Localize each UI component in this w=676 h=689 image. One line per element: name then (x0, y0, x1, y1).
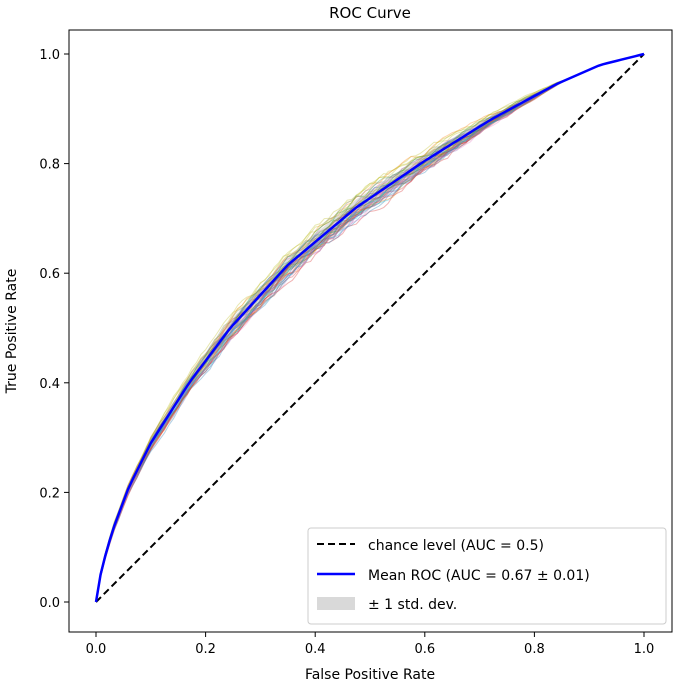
chance-level-line (95, 53, 645, 603)
y-tick-label: 0.8 (39, 158, 60, 173)
x-tick-label: 0.8 (524, 642, 545, 657)
y-ticks: 0.0 0.2 0.4 0.6 0.8 1.0 (39, 48, 69, 611)
fold-roc-curve (95, 53, 645, 601)
x-tick-label: 0.0 (86, 642, 107, 657)
x-tick-label: 0.2 (195, 642, 216, 657)
legend-mean-label: Mean ROC (AUC = 0.67 ± 0.01) (368, 568, 590, 584)
chart-title: ROC Curve (329, 4, 411, 22)
fold-roc-curve (95, 53, 645, 601)
series-layer (94, 52, 645, 603)
fold-roc-curve (95, 53, 645, 603)
y-tick-label: 0.6 (39, 267, 60, 282)
mean-roc-line (94, 52, 645, 603)
axes-frame (68, 29, 673, 633)
y-tick-label: 0.2 (39, 486, 60, 501)
fold-roc-curve (95, 53, 645, 603)
legend-chance-label: chance level (AUC = 0.5) (368, 538, 544, 554)
fold-roc-curve (95, 53, 645, 603)
x-tick-label: 0.4 (305, 642, 326, 657)
y-axis-label: True Positive Rate (4, 269, 20, 395)
x-tick-label: 0.6 (414, 642, 435, 657)
y-tick-label: 1.0 (39, 48, 60, 63)
legend-box (307, 527, 667, 625)
fold-roc-curve (95, 53, 645, 601)
legend-band-label: ± 1 std. dev. (368, 597, 457, 613)
x-ticks: 0.0 0.2 0.4 0.6 0.8 1.0 (86, 632, 655, 657)
y-tick-label: 0.0 (39, 596, 60, 611)
x-axis-label: False Positive Rate (305, 667, 435, 683)
x-tick-label: 1.0 (634, 642, 655, 657)
legend: chance level (AUC = 0.5) Mean ROC (AUC =… (307, 527, 667, 625)
y-tick-label: 0.4 (39, 377, 60, 392)
legend-band-swatch (317, 597, 355, 610)
